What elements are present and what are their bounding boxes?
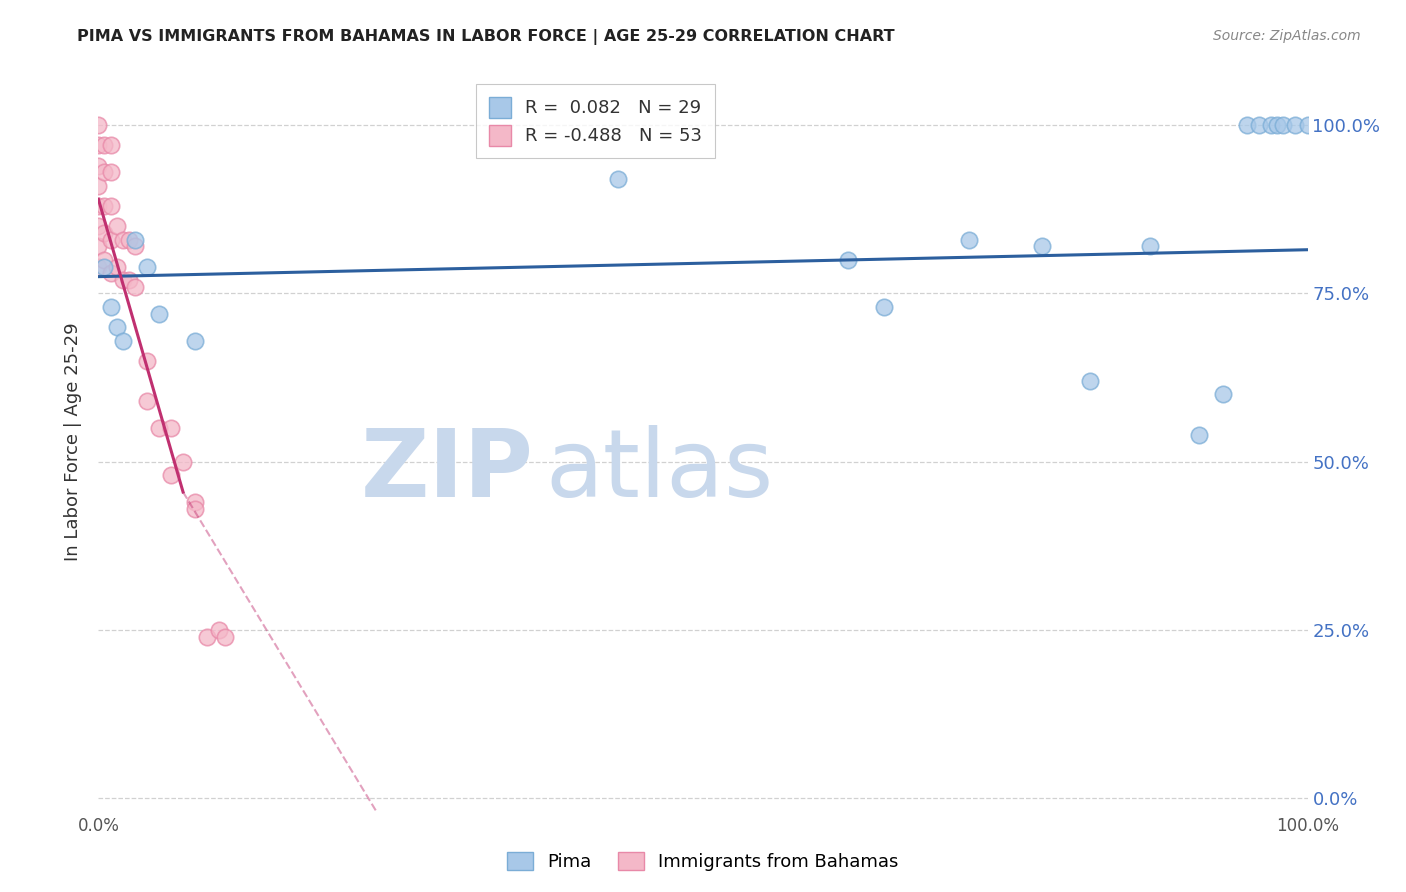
Point	[1296, 118, 1319, 132]
Point	[87, 138, 110, 153]
Point	[135, 353, 157, 368]
Point	[124, 279, 146, 293]
Point	[124, 233, 146, 247]
Point	[87, 118, 110, 132]
Point	[105, 219, 128, 234]
Point	[184, 334, 207, 348]
Text: atlas: atlas	[546, 425, 775, 517]
Point	[87, 260, 110, 274]
Point	[1212, 387, 1234, 401]
Point	[135, 394, 157, 409]
Point	[160, 468, 183, 483]
Point	[93, 199, 115, 213]
Point	[1249, 118, 1271, 132]
Point	[957, 233, 980, 247]
Point	[1078, 374, 1101, 388]
Point	[184, 501, 207, 516]
Point	[100, 300, 122, 314]
Point	[87, 199, 110, 213]
Point	[111, 334, 134, 348]
Point	[873, 300, 896, 314]
Point	[607, 172, 630, 186]
Point	[87, 219, 110, 234]
Point	[1188, 427, 1211, 442]
Point	[148, 307, 170, 321]
Point	[93, 138, 115, 153]
Point	[1139, 239, 1161, 253]
Legend: R =  0.082   N = 29, R = -0.488   N = 53: R = 0.082 N = 29, R = -0.488 N = 53	[477, 84, 714, 158]
Point	[214, 630, 236, 644]
Point	[837, 252, 859, 267]
Point	[1284, 118, 1306, 132]
Point	[1236, 118, 1258, 132]
Point	[148, 421, 170, 435]
Y-axis label: In Labor Force | Age 25-29: In Labor Force | Age 25-29	[65, 322, 83, 561]
Point	[105, 260, 128, 274]
Point	[208, 623, 231, 637]
Point	[100, 138, 122, 153]
Point	[135, 260, 157, 274]
Point	[105, 320, 128, 334]
Point	[87, 239, 110, 253]
Point	[93, 252, 115, 267]
Point	[93, 165, 115, 179]
Point	[111, 233, 134, 247]
Point	[100, 165, 122, 179]
Point	[195, 630, 218, 644]
Point	[172, 455, 194, 469]
Text: ZIP: ZIP	[361, 425, 534, 517]
Point	[100, 266, 122, 280]
Point	[100, 233, 122, 247]
Point	[87, 178, 110, 193]
Point	[1267, 118, 1289, 132]
Point	[93, 260, 115, 274]
Point	[124, 239, 146, 253]
Point	[184, 495, 207, 509]
Text: PIMA VS IMMIGRANTS FROM BAHAMAS IN LABOR FORCE | AGE 25-29 CORRELATION CHART: PIMA VS IMMIGRANTS FROM BAHAMAS IN LABOR…	[77, 29, 896, 45]
Point	[118, 233, 141, 247]
Legend: Pima, Immigrants from Bahamas: Pima, Immigrants from Bahamas	[501, 845, 905, 879]
Point	[1260, 118, 1282, 132]
Point	[160, 421, 183, 435]
Point	[1272, 118, 1295, 132]
Point	[87, 159, 110, 173]
Point	[1031, 239, 1053, 253]
Point	[118, 273, 141, 287]
Text: Source: ZipAtlas.com: Source: ZipAtlas.com	[1213, 29, 1361, 44]
Point	[93, 226, 115, 240]
Point	[100, 199, 122, 213]
Point	[111, 273, 134, 287]
